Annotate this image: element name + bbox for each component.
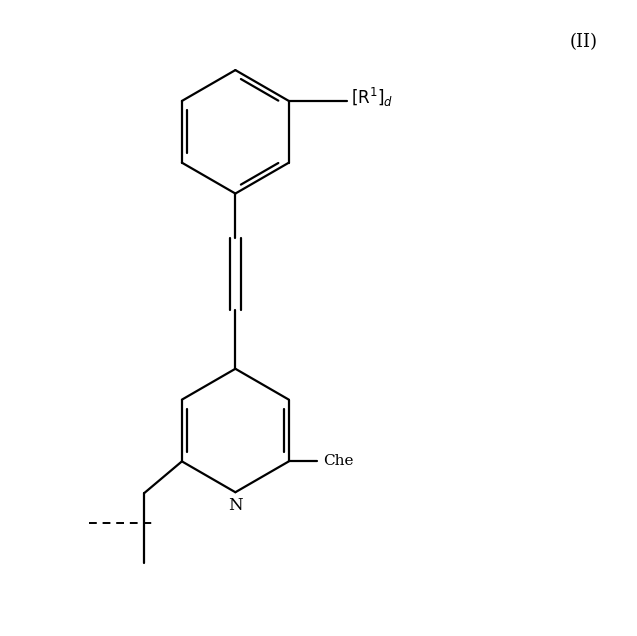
Text: N: N	[228, 497, 243, 515]
Text: Che: Che	[323, 454, 353, 468]
Text: $\mathsf{[R^1]_{\mathit{d}}}$: $\mathsf{[R^1]_{\mathit{d}}}$	[350, 85, 393, 109]
Text: (II): (II)	[570, 33, 598, 52]
